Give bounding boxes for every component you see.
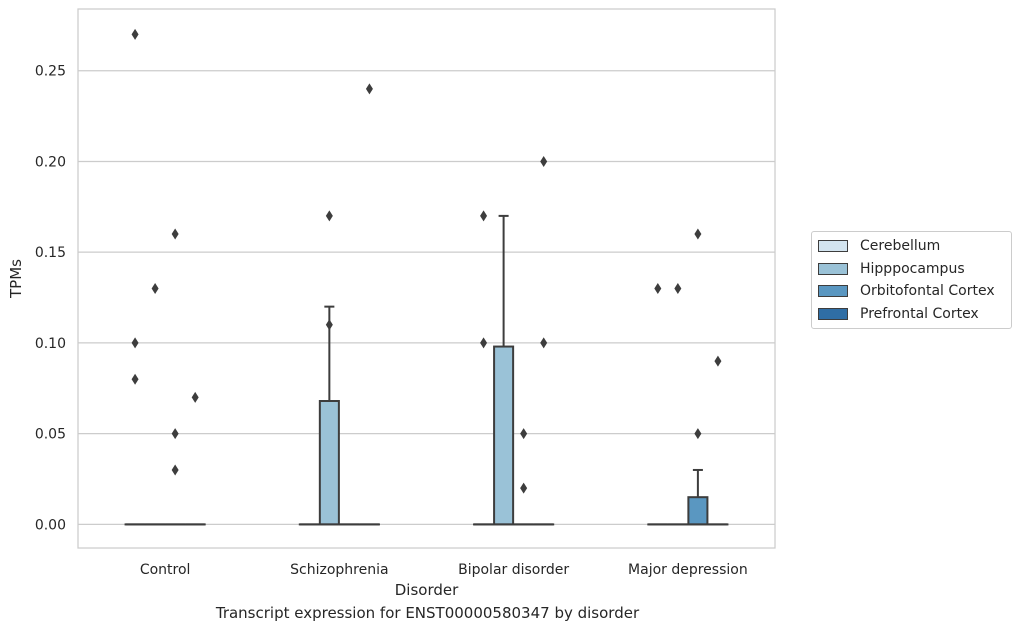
outlier-point bbox=[480, 337, 488, 349]
y-tick-label: 0.25 bbox=[35, 64, 66, 80]
y-tick-label: 0.05 bbox=[35, 427, 66, 443]
x-tick-label: Control bbox=[140, 562, 191, 578]
grid-lines bbox=[78, 70, 775, 526]
box-body bbox=[318, 400, 340, 526]
boxes bbox=[124, 214, 729, 526]
outlier-point bbox=[520, 428, 528, 440]
legend-swatch bbox=[818, 240, 848, 253]
x-tick-label: Schizophrenia bbox=[290, 562, 388, 578]
outlier-point bbox=[171, 464, 179, 476]
legend-label: Orbitofontal Cortex bbox=[860, 283, 995, 300]
chart-caption: Transcript expression for ENST0000058034… bbox=[215, 604, 640, 622]
legend-label: Prefrontal Cortex bbox=[860, 305, 979, 322]
box-body bbox=[687, 496, 709, 526]
outlier-point bbox=[131, 373, 139, 385]
outlier-point bbox=[540, 155, 548, 167]
box bbox=[687, 468, 709, 526]
legend-item: Orbitofontal Cortex bbox=[818, 280, 1005, 303]
y-axis-label: TPMs bbox=[7, 259, 25, 299]
legend-item: Cerebellum bbox=[818, 235, 1005, 258]
outliers bbox=[131, 28, 722, 494]
outlier-point bbox=[694, 228, 702, 240]
plot-area-frame bbox=[77, 8, 776, 549]
x-axis-ticks: Control Schizophrenia Bipolar disorder Majo… bbox=[140, 562, 748, 578]
outlier-point bbox=[131, 28, 139, 40]
outlier-point bbox=[540, 337, 548, 349]
x-axis-label: Disorder bbox=[395, 581, 459, 599]
outlier-point bbox=[674, 282, 682, 294]
outlier-point bbox=[171, 428, 179, 440]
legend-label: Hipppocampus bbox=[860, 260, 965, 277]
legend-label: Cerebellum bbox=[860, 238, 941, 255]
legend: Cerebellum Hipppocampus Orbitofontal Corte… bbox=[811, 231, 1012, 329]
box bbox=[493, 214, 515, 526]
legend-swatch bbox=[818, 285, 848, 298]
legend-item: Hipppocampus bbox=[818, 258, 1005, 281]
outlier-point bbox=[654, 282, 662, 294]
outlier-point bbox=[171, 228, 179, 240]
legend-swatch bbox=[818, 307, 848, 320]
outlier-point bbox=[325, 210, 333, 222]
outlier-point bbox=[151, 282, 159, 294]
outlier-point bbox=[520, 482, 528, 494]
box-body bbox=[493, 345, 515, 526]
x-tick-label: Major depression bbox=[628, 562, 748, 578]
y-tick-label: 0.20 bbox=[35, 154, 66, 170]
y-tick-label: 0.10 bbox=[35, 336, 66, 352]
x-tick-label: Bipolar disorder bbox=[458, 562, 569, 578]
outlier-point bbox=[714, 355, 722, 367]
outlier-point bbox=[694, 428, 702, 440]
y-tick-label: 0.00 bbox=[35, 517, 66, 533]
outlier-point bbox=[325, 319, 333, 331]
y-axis-ticks: 0.00 0.05 0.10 0.15 0.20 0.25 bbox=[35, 64, 66, 534]
y-tick-label: 0.15 bbox=[35, 245, 66, 261]
box bbox=[318, 305, 340, 526]
outlier-point bbox=[191, 391, 199, 403]
outlier-point bbox=[480, 210, 488, 222]
outlier-point bbox=[131, 337, 139, 349]
legend-item: Prefrontal Cortex bbox=[818, 303, 1005, 326]
outlier-point bbox=[365, 83, 373, 95]
legend-swatch bbox=[818, 262, 848, 275]
